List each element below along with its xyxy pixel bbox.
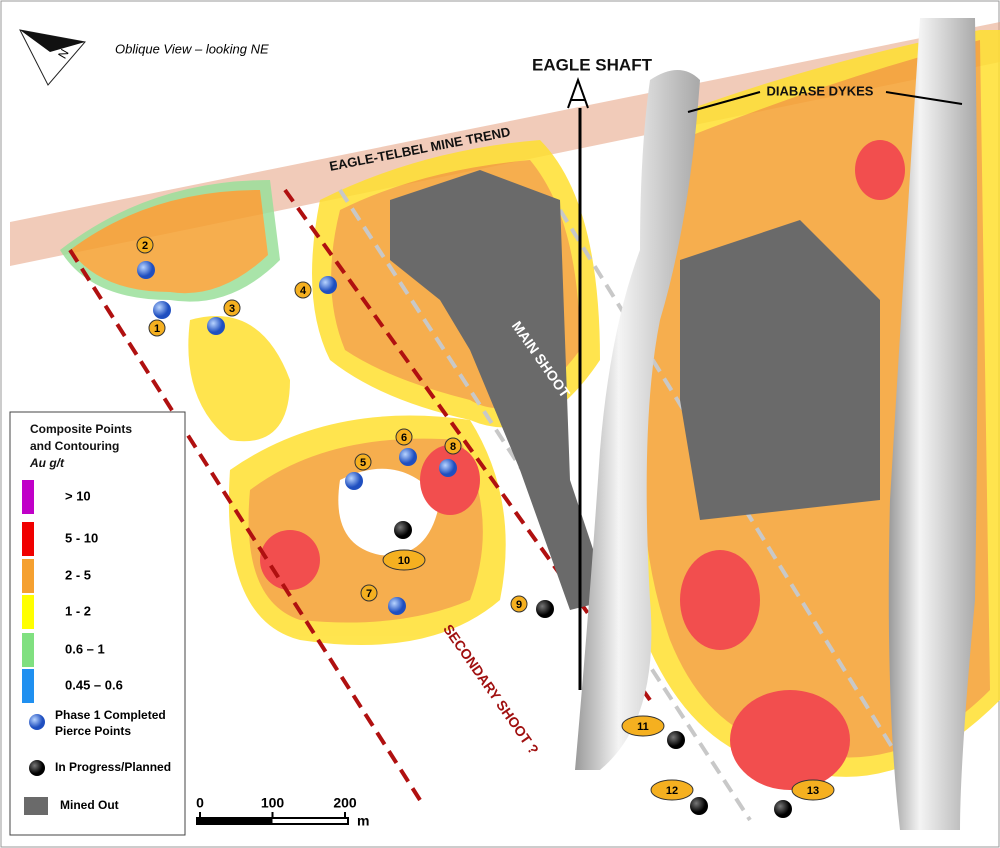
pierce-label-bg bbox=[360, 584, 378, 602]
headframe bbox=[567, 77, 589, 109]
legend-swatch bbox=[22, 559, 34, 593]
legend-label: 0.6 – 1 bbox=[65, 641, 105, 656]
legend-symbol bbox=[24, 797, 48, 815]
pierce-label: 4 bbox=[300, 285, 307, 297]
pierce-point bbox=[536, 600, 554, 618]
pierce-point bbox=[690, 797, 708, 815]
legend-swatch bbox=[22, 595, 34, 629]
north-arrow bbox=[20, 30, 85, 52]
pierce-label-bg bbox=[354, 453, 372, 471]
pierce-point bbox=[153, 301, 171, 319]
pierce-label-bg bbox=[294, 281, 312, 299]
shaft-label: EAGLE SHAFT bbox=[532, 55, 653, 74]
pierce-label-bg bbox=[223, 299, 241, 317]
legend-unit: Au g/t bbox=[29, 456, 65, 470]
scale-bar bbox=[197, 818, 273, 824]
pierce-label: 8 bbox=[450, 441, 456, 453]
pierce-label-bg bbox=[510, 595, 528, 613]
mined-out bbox=[390, 170, 880, 610]
scale-label: 0 bbox=[196, 795, 204, 811]
legend-label: 5 - 10 bbox=[65, 530, 98, 545]
legend-label: In Progress/Planned bbox=[55, 760, 171, 774]
scale-label: 100 bbox=[261, 795, 285, 811]
pierce-point bbox=[774, 800, 792, 818]
pierce-label: 2 bbox=[142, 240, 148, 252]
legend-swatch bbox=[22, 522, 34, 556]
pierce-label: 9 bbox=[516, 599, 522, 611]
pierce-label-bg bbox=[444, 437, 462, 455]
legend-swatch bbox=[22, 669, 34, 703]
pierce-point bbox=[388, 597, 406, 615]
legend-label: 1 - 2 bbox=[65, 603, 91, 618]
pierce-label-bg bbox=[148, 319, 166, 337]
dyke-label: DIABASE DYKES bbox=[767, 83, 874, 98]
pierce-point bbox=[667, 731, 685, 749]
pierce-point bbox=[399, 448, 417, 466]
dyke bbox=[888, 18, 978, 830]
pierce-label-bg bbox=[136, 236, 154, 254]
pierce-label: 1 bbox=[154, 323, 160, 335]
pierce-label-bg bbox=[621, 715, 665, 737]
pierce-label: 10 bbox=[398, 555, 410, 567]
pierce-label: 6 bbox=[401, 432, 407, 444]
pierce-point bbox=[207, 317, 225, 335]
pierce-point bbox=[345, 472, 363, 490]
dyke bbox=[575, 70, 700, 770]
legend-label: 2 - 5 bbox=[65, 567, 91, 582]
pierce-label-bg bbox=[395, 428, 413, 446]
pierce-point bbox=[137, 261, 155, 279]
view-label: Oblique View – looking NE bbox=[115, 41, 269, 56]
legend-title: Composite Points bbox=[30, 422, 132, 436]
legend-label: > 10 bbox=[65, 488, 91, 503]
pierce-label: 3 bbox=[229, 303, 235, 315]
legend-label: Phase 1 Completed Pierce Points bbox=[55, 708, 166, 738]
pierce-point bbox=[319, 276, 337, 294]
pierce-label: 12 bbox=[666, 785, 678, 797]
legend-label: 0.45 – 0.6 bbox=[65, 677, 123, 692]
pierce-label-bg bbox=[650, 779, 694, 801]
pierce-label: 7 bbox=[366, 588, 372, 600]
pierce-label-bg bbox=[791, 779, 835, 801]
legend-symbol bbox=[29, 714, 45, 730]
pierce-label-bg bbox=[382, 549, 426, 571]
legend-swatch bbox=[22, 480, 34, 514]
shoot-outline bbox=[283, 188, 652, 702]
pierce-label: 11 bbox=[637, 721, 649, 733]
dyke-arrow bbox=[687, 91, 963, 113]
pierce-point bbox=[394, 521, 412, 539]
legend-symbol bbox=[29, 760, 45, 776]
pierce-label: 13 bbox=[807, 785, 819, 797]
generated: > 105 - 102 - 51 - 20.6 – 10.45 – 0.6123… bbox=[22, 236, 835, 829]
legend-label: Mined Out bbox=[60, 798, 119, 812]
scale-unit: m bbox=[357, 813, 369, 829]
legend-swatch bbox=[22, 633, 34, 667]
scale-label: 200 bbox=[333, 795, 357, 811]
pierce-label: 5 bbox=[360, 457, 366, 469]
pierce-point bbox=[439, 459, 457, 477]
legend-title: and Contouring bbox=[30, 439, 119, 453]
shoot-outline bbox=[558, 208, 902, 762]
